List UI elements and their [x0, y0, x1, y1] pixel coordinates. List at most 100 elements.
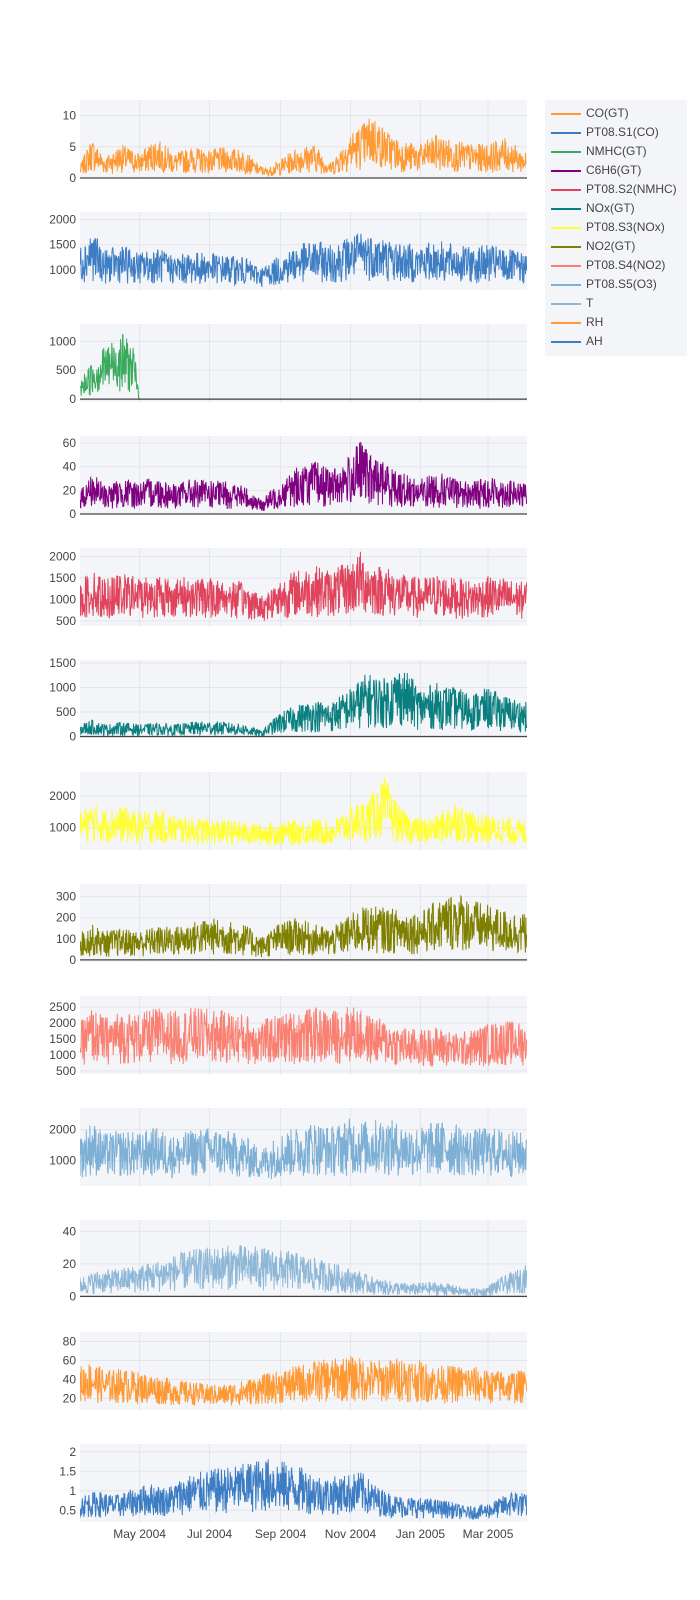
y-tick-label: 1.5	[59, 1464, 76, 1478]
subplot-11: 0 20 40	[63, 1220, 527, 1303]
y-tick-label: 0	[69, 171, 76, 185]
y-tick-label: 1000	[49, 334, 76, 348]
legend-label: PT08.S1(CO)	[586, 125, 659, 139]
legend-item[interactable]: PT08.S2(NMHC)	[545, 180, 687, 199]
subplot-5: 500 1000 1500 2000	[49, 548, 527, 628]
legend-label: C6H6(GT)	[586, 163, 642, 177]
y-tick-label: 1500	[49, 571, 76, 585]
y-tick-label: 500	[56, 614, 76, 628]
legend-label: RH	[586, 315, 604, 329]
y-tick-label: 2000	[49, 213, 76, 227]
series-line	[80, 551, 527, 621]
series-line	[80, 1118, 527, 1180]
legend-swatch	[551, 303, 581, 305]
legend-item[interactable]: CO(GT)	[545, 104, 687, 123]
legend-label: NOx(GT)	[586, 201, 635, 215]
y-tick-label: 1	[69, 1484, 76, 1498]
subplot-12: 20 40 60 80	[63, 1332, 527, 1410]
legend-item[interactable]: NMHC(GT)	[545, 142, 687, 161]
legend-swatch	[551, 322, 581, 324]
legend-item[interactable]: T	[545, 294, 687, 313]
series-line	[80, 1006, 527, 1067]
y-tick-label: 300	[56, 890, 76, 904]
series-line	[80, 672, 527, 738]
series-line	[80, 777, 527, 846]
legend-swatch	[551, 341, 581, 343]
y-tick-label: 0	[69, 730, 76, 744]
y-tick-label: 2000	[49, 550, 76, 564]
legend-item[interactable]: C6H6(GT)	[545, 161, 687, 180]
legend-label: AH	[586, 334, 603, 348]
legend-swatch	[551, 113, 581, 115]
plot-background	[80, 324, 527, 402]
legend-label: PT08.S4(NO2)	[586, 258, 666, 272]
y-tick-label: 0	[69, 507, 76, 521]
series-line	[80, 441, 527, 512]
y-tick-label: 2000	[49, 1016, 76, 1030]
y-tick-label: 0.5	[59, 1503, 76, 1517]
y-tick-label: 500	[56, 705, 76, 719]
legend-item[interactable]: PT08.S3(NOx)	[545, 218, 687, 237]
legend-swatch	[551, 284, 581, 286]
x-tick-label: Nov 2004	[325, 1527, 377, 1541]
series-line	[80, 894, 527, 958]
y-tick-label: 0	[69, 953, 76, 967]
y-tick-label: 100	[56, 932, 76, 946]
subplot-8: 0 100 200 300	[56, 884, 527, 967]
y-tick-label: 1000	[49, 680, 76, 694]
y-tick-label: 1000	[49, 1048, 76, 1062]
legend-item[interactable]: PT08.S4(NO2)	[545, 256, 687, 275]
y-tick-label: 200	[56, 911, 76, 925]
legend-swatch	[551, 208, 581, 210]
subplot-6: 0 500 1000 1500	[49, 656, 527, 744]
legend-swatch	[551, 227, 581, 229]
legend-item[interactable]: NOx(GT)	[545, 199, 687, 218]
subplot-13: 0.5 1 1.5 2	[59, 1444, 527, 1522]
legend-label: PT08.S5(O3)	[586, 277, 657, 291]
y-tick-label: 2	[69, 1445, 76, 1459]
subplot-2: 1000 1500 2000	[49, 212, 527, 290]
legend-label: PT08.S2(NMHC)	[586, 182, 677, 196]
y-tick-label: 1000	[49, 592, 76, 606]
series-line	[80, 333, 527, 401]
y-tick-label: 1500	[49, 656, 76, 670]
y-tick-label: 60	[63, 436, 77, 450]
y-tick-label: 40	[63, 1224, 77, 1238]
subplot-3: 0 500 1000	[49, 324, 527, 406]
subplot-9: 500 1000 1500 2000 2500	[49, 996, 527, 1078]
y-tick-label: 500	[56, 363, 76, 377]
legend-swatch	[551, 151, 581, 153]
legend-item[interactable]: RH	[545, 313, 687, 332]
x-tick-label: Jan 2005	[396, 1527, 446, 1541]
series-line	[80, 118, 527, 177]
y-tick-label: 20	[63, 483, 77, 497]
series-line	[80, 1459, 527, 1520]
legend-label: NMHC(GT)	[586, 144, 647, 158]
y-tick-label: 1500	[49, 1032, 76, 1046]
series-line	[80, 233, 527, 288]
legend-label: PT08.S3(NOx)	[586, 220, 665, 234]
legend-item[interactable]: AH	[545, 332, 687, 351]
legend-label: NO2(GT)	[586, 239, 636, 253]
series-line	[80, 1356, 527, 1406]
x-tick-label: Mar 2005	[463, 1527, 514, 1541]
y-tick-label: 0	[69, 1289, 76, 1303]
subplot-1: 0 5 10	[63, 100, 527, 185]
plot-background	[80, 660, 527, 738]
series-line	[80, 1245, 527, 1298]
y-tick-label: 2500	[49, 1000, 76, 1014]
y-tick-label: 20	[63, 1257, 77, 1271]
subplot-7: 1000 2000	[49, 772, 527, 850]
legend-item[interactable]: PT08.S5(O3)	[545, 275, 687, 294]
y-tick-label: 1000	[49, 263, 76, 277]
x-tick-label: May 2004	[113, 1527, 166, 1541]
y-tick-label: 40	[63, 1373, 77, 1387]
legend-label: CO(GT)	[586, 106, 629, 120]
y-tick-label: 20	[63, 1392, 77, 1406]
legend-item[interactable]: NO2(GT)	[545, 237, 687, 256]
legend-item[interactable]: PT08.S1(CO)	[545, 123, 687, 142]
y-tick-label: 1000	[49, 821, 76, 835]
subplot-10: 1000 2000	[49, 1108, 527, 1186]
y-tick-label: 2000	[49, 789, 76, 803]
legend-swatch	[551, 132, 581, 134]
